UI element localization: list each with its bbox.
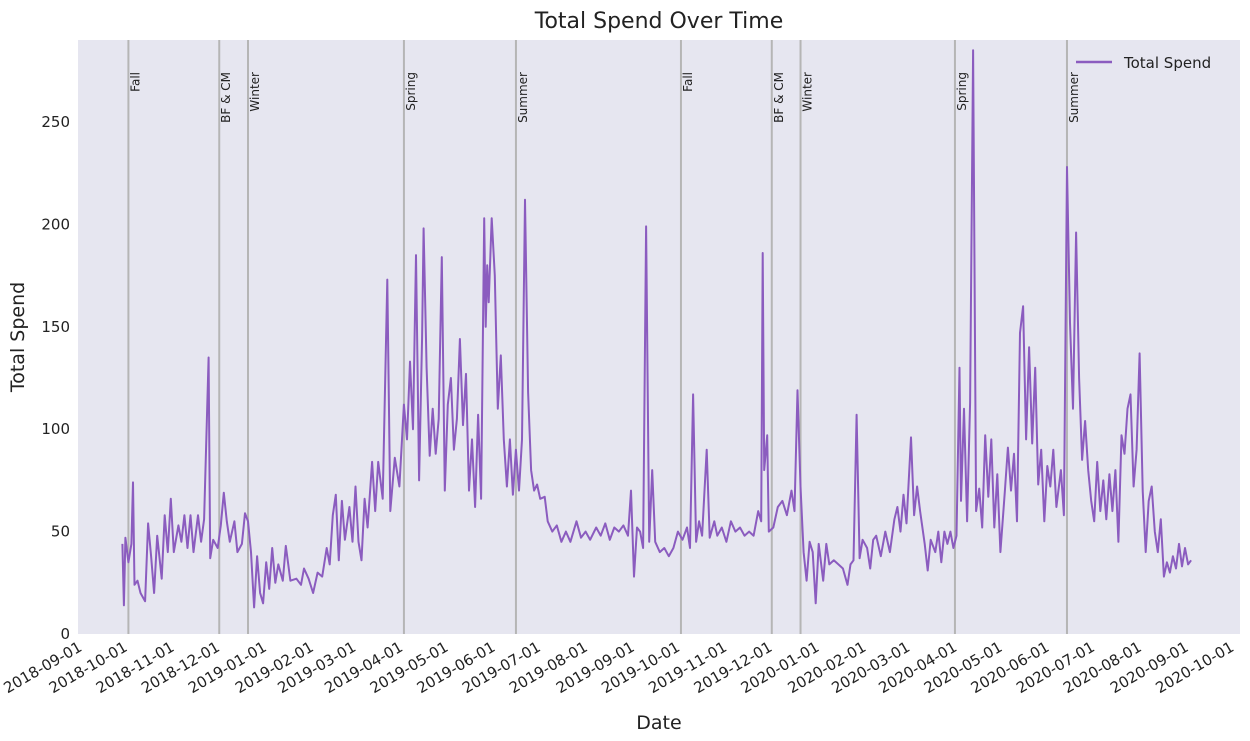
x-axis-label: Date <box>636 712 681 734</box>
event-label-3: Spring <box>404 72 418 111</box>
y-tick-label-4: 200 <box>41 215 70 233</box>
event-lines-group <box>127 40 1068 634</box>
plot-area <box>78 40 1240 634</box>
y-tick-label-3: 150 <box>41 318 70 336</box>
y-tick-label-1: 50 <box>51 523 70 541</box>
event-label-5: Fall <box>681 72 695 92</box>
event-label-6: BF & CM <box>772 72 786 123</box>
y-tick-label-0: 0 <box>60 625 70 643</box>
chart-title: Total Spend Over Time <box>534 9 784 34</box>
event-label-2: Winter <box>248 72 262 112</box>
event-label-1: BF & CM <box>219 72 233 123</box>
y-tick-label-2: 100 <box>41 420 70 438</box>
event-label-7: Winter <box>801 72 815 112</box>
x-axis: 2018-09-012018-10-012018-11-012018-12-01… <box>0 638 1237 697</box>
y-axis: 0 50 100 150 200 250 <box>41 113 70 643</box>
y-tick-label-5: 250 <box>41 113 70 131</box>
series-line-total-spend <box>121 49 1192 609</box>
event-label-9: Summer <box>1067 72 1081 123</box>
event-label-8: Spring <box>955 72 969 111</box>
event-labels-group: Fall BF & CM Winter Spring Summer Fall BF & CM… <box>128 72 1081 123</box>
y-axis-label: Total Spend <box>7 282 29 393</box>
legend-label-total-spend: Total Spend <box>1123 54 1211 72</box>
event-label-4: Summer <box>516 72 530 123</box>
event-label-0: Fall <box>128 72 142 92</box>
legend: Total Spend <box>1076 54 1211 72</box>
